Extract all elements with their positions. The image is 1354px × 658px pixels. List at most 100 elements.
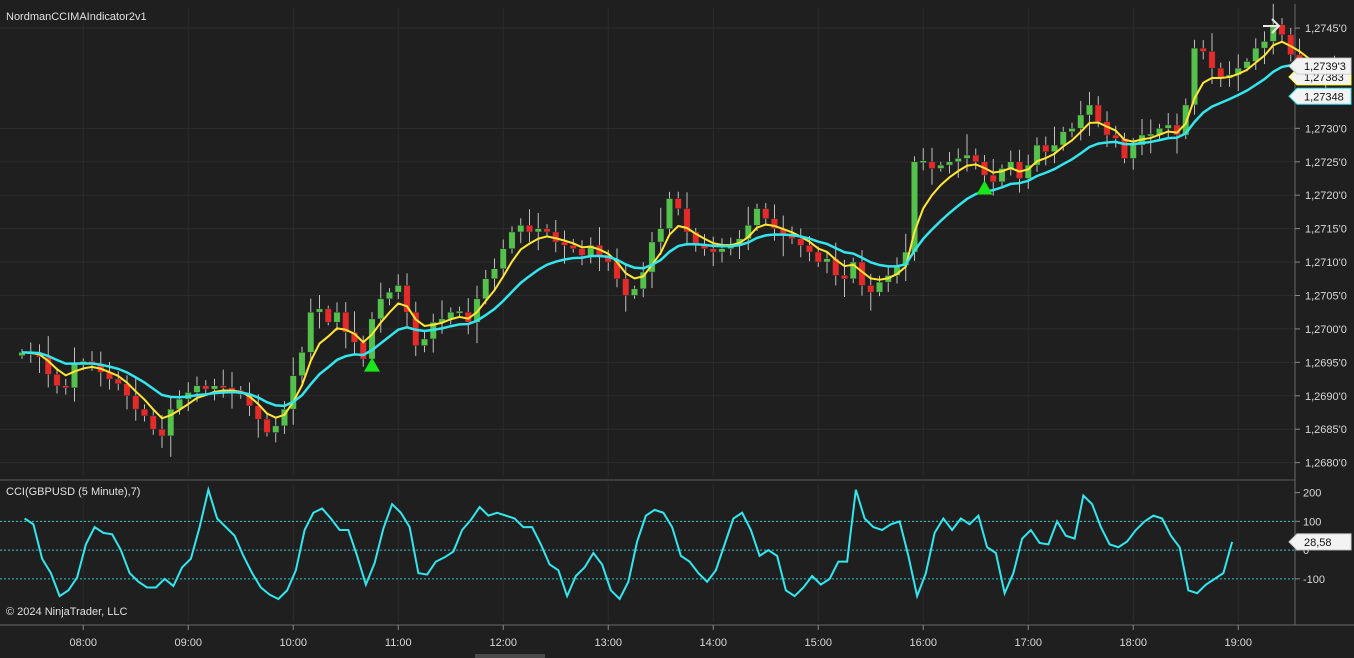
price-tick-label: 1,2715'0 bbox=[1305, 224, 1347, 236]
price-tick-label: 1,2695'0 bbox=[1305, 357, 1347, 369]
cci-value-tag-box bbox=[1288, 533, 1352, 551]
navigate-right-button[interactable] bbox=[1256, 12, 1286, 40]
candle-body bbox=[972, 154, 980, 163]
candle-body bbox=[806, 245, 813, 253]
price-tick-label: 1,2685'0 bbox=[1305, 424, 1347, 436]
candle-body bbox=[1129, 144, 1137, 159]
time-tick-label: 11:00 bbox=[385, 637, 412, 649]
candle-body bbox=[342, 311, 350, 333]
candle-body bbox=[499, 248, 507, 269]
candle-body bbox=[219, 385, 227, 388]
price-axis: 1,2680'0 1,2685'0 1,2690'0 1,2695'0 1,2700'0… bbox=[1295, 23, 1347, 470]
candle-body bbox=[937, 164, 945, 169]
moving-average-lines bbox=[21, 40, 1335, 420]
candle-body bbox=[403, 285, 411, 313]
candlestick-series bbox=[18, 3, 1338, 457]
cci-axis: 200 100 0 -100 bbox=[1295, 488, 1325, 586]
candle-body bbox=[954, 158, 962, 163]
price-tick-label: 1,2725'0 bbox=[1305, 157, 1347, 169]
candle-body bbox=[1191, 47, 1198, 106]
price-tick-label: 1,2680'0 bbox=[1305, 458, 1347, 470]
candle-body bbox=[359, 342, 367, 360]
candle-body bbox=[71, 363, 78, 388]
candle-body bbox=[814, 251, 822, 263]
candle-body bbox=[202, 385, 210, 390]
candle-body bbox=[578, 248, 586, 256]
cci-tick-label: 0 bbox=[1303, 545, 1309, 557]
candle-body bbox=[377, 298, 385, 320]
time-tick-label: 09:00 bbox=[174, 637, 202, 649]
arrow-right-icon bbox=[1263, 18, 1281, 34]
candle-body bbox=[674, 198, 682, 209]
candle-body bbox=[298, 352, 306, 376]
buy-signal-arrow bbox=[364, 357, 380, 372]
candle-body bbox=[167, 408, 175, 437]
candle-body bbox=[709, 248, 717, 253]
candle-body bbox=[998, 168, 1006, 183]
candle-body bbox=[211, 385, 218, 390]
price-tick-label: 1,2700'0 bbox=[1305, 324, 1347, 336]
candle-body bbox=[281, 408, 288, 427]
candle-body bbox=[158, 428, 166, 437]
time-axis: 08:00 09:00 10:00 11:00 12:00 13:00 14:00 15:00… bbox=[69, 625, 1252, 649]
candle-body bbox=[333, 311, 341, 323]
candle-body bbox=[526, 225, 533, 233]
candle-body bbox=[622, 278, 630, 296]
candle-body bbox=[1086, 104, 1093, 116]
cci-tick-label: 100 bbox=[1303, 516, 1321, 528]
candle-body bbox=[683, 208, 691, 233]
candle-body bbox=[193, 385, 201, 393]
candle-body bbox=[666, 198, 673, 229]
candle-body bbox=[1252, 47, 1260, 62]
ema-fast-tag-label: 1,27383 bbox=[1304, 72, 1344, 84]
candle-body bbox=[1217, 67, 1225, 79]
time-tick-label: 15:00 bbox=[804, 637, 832, 649]
ema-slow-tag-box bbox=[1288, 87, 1352, 105]
candle-body bbox=[307, 311, 315, 353]
candle-body bbox=[482, 278, 490, 300]
candle-body bbox=[1182, 104, 1190, 136]
candle-body bbox=[53, 374, 61, 386]
price-tick-label: 1,2745'0 bbox=[1305, 23, 1347, 35]
candle-body bbox=[753, 208, 761, 226]
last-price-tag-box bbox=[1288, 57, 1352, 75]
candle-body bbox=[771, 218, 778, 229]
price-tick-label: 1,2730'0 bbox=[1305, 123, 1347, 135]
time-tick-label: 19:00 bbox=[1224, 637, 1252, 649]
candle-body bbox=[1278, 24, 1286, 35]
buy-signal-arrow bbox=[976, 180, 993, 195]
candle-body bbox=[394, 285, 402, 293]
candle-body bbox=[718, 248, 726, 253]
time-tick-label: 18:00 bbox=[1119, 637, 1147, 649]
time-tick-label: 13:00 bbox=[594, 637, 622, 649]
candle-body bbox=[1077, 114, 1085, 129]
candle-body bbox=[946, 161, 953, 166]
signal-markers bbox=[364, 180, 993, 372]
candle-body bbox=[797, 238, 805, 246]
candle-body bbox=[989, 174, 997, 183]
candle-body bbox=[1261, 41, 1268, 49]
candle-body bbox=[561, 241, 568, 246]
horizontal-scrollbar[interactable] bbox=[475, 654, 545, 658]
candle-body bbox=[517, 225, 525, 233]
candle-body bbox=[1042, 144, 1050, 152]
time-tick-label: 14:00 bbox=[699, 637, 727, 649]
last-price-tag-label: 1,2739'3 bbox=[1304, 61, 1346, 73]
candle-body bbox=[141, 408, 148, 417]
candle-body bbox=[421, 338, 428, 346]
candle-body bbox=[324, 308, 332, 323]
candle-body bbox=[114, 378, 122, 384]
candle-body bbox=[149, 415, 157, 430]
candle-body bbox=[1147, 133, 1155, 137]
candle-body bbox=[1033, 144, 1041, 166]
ema-slow-tag-label: 1,27348 bbox=[1304, 91, 1344, 103]
candle-body bbox=[543, 228, 551, 233]
cci-tick-label: -100 bbox=[1303, 574, 1325, 586]
time-tick-label: 17:00 bbox=[1014, 637, 1042, 649]
candle-body bbox=[1199, 47, 1207, 52]
candle-body bbox=[963, 154, 971, 159]
candle-body bbox=[1051, 144, 1058, 152]
candle-body bbox=[62, 385, 70, 388]
